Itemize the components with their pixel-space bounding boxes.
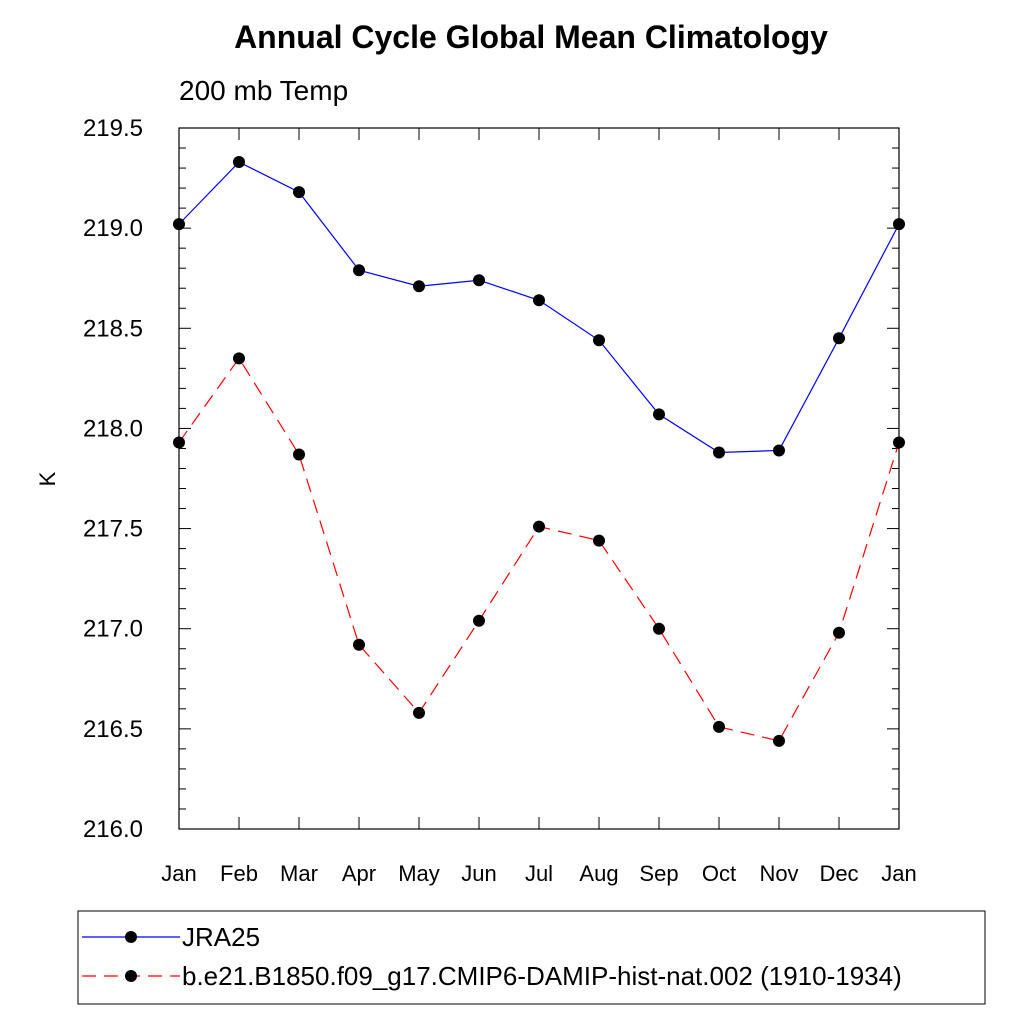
data-point [353, 638, 365, 651]
x-tick-label: Mar [280, 861, 318, 886]
data-point [653, 622, 665, 635]
data-point [833, 626, 845, 639]
data-point [233, 352, 245, 365]
legend-label: JRA25 [182, 922, 260, 952]
plot-frame [178, 127, 900, 830]
plot-area: 216.0 216.5 217.0 217.5 218.0 218.5 219.0 219.5… [83, 115, 917, 886]
x-tick-label: Oct [702, 861, 736, 886]
data-point [233, 156, 245, 169]
y-axis-label: K [35, 471, 60, 486]
x-tick-label: Jun [461, 861, 496, 886]
x-tick-label: May [398, 861, 440, 886]
x-tick-label: Nov [759, 861, 798, 886]
y-tick-label: 217.5 [83, 516, 143, 543]
data-point [173, 436, 185, 449]
data-point [353, 264, 365, 277]
data-point [593, 534, 605, 547]
legend-label: b.e21.B1850.f09_g17.CMIP6-DAMIP-hist-nat… [182, 961, 902, 991]
y-tick-label: 219.0 [83, 215, 143, 242]
data-point [533, 520, 545, 533]
y-tick-label: 219.5 [83, 115, 143, 142]
y-tick-label: 216.0 [83, 816, 143, 843]
data-point [473, 614, 485, 627]
x-tick-label: Jan [161, 861, 196, 886]
x-tick-label: Sep [639, 861, 678, 886]
x-tick-label: Apr [342, 861, 376, 886]
chart-title: Annual Cycle Global Mean Climatology [234, 19, 828, 55]
legend-marker [125, 931, 137, 943]
x-tick-label: Jan [881, 861, 916, 886]
x-tick-label: Aug [579, 861, 618, 886]
data-point [293, 186, 305, 199]
data-point [533, 294, 545, 307]
y-tick-label: 218.5 [83, 315, 143, 342]
data-point [413, 280, 425, 293]
series-line [178, 161, 900, 454]
legend-box [77, 910, 986, 1005]
y-tick-label: 218.0 [83, 415, 143, 442]
data-point [173, 218, 185, 231]
data-point [293, 448, 305, 461]
series-line [178, 357, 900, 742]
x-tick-label: Feb [220, 861, 258, 886]
data-point [593, 334, 605, 347]
data-point [713, 446, 725, 459]
data-point [473, 274, 485, 287]
data-point [893, 436, 905, 449]
legend: JRA25 b.e21.B1850.f09_g17.CMIP6-DAMIP-his… [77, 910, 986, 1005]
data-point [893, 218, 905, 231]
data-point [773, 734, 785, 747]
data-point [413, 706, 425, 719]
legend-marker [125, 970, 137, 982]
x-tick-label: Dec [819, 861, 858, 886]
data-point [833, 332, 845, 345]
data-point [773, 444, 785, 457]
y-tick-label: 216.5 [83, 716, 143, 743]
x-tick-label: Jul [525, 861, 553, 886]
data-point [653, 408, 665, 421]
y-tick-label: 217.0 [83, 616, 143, 643]
chart-subtitle: 200 mb Temp [179, 75, 348, 106]
data-point [713, 720, 725, 733]
